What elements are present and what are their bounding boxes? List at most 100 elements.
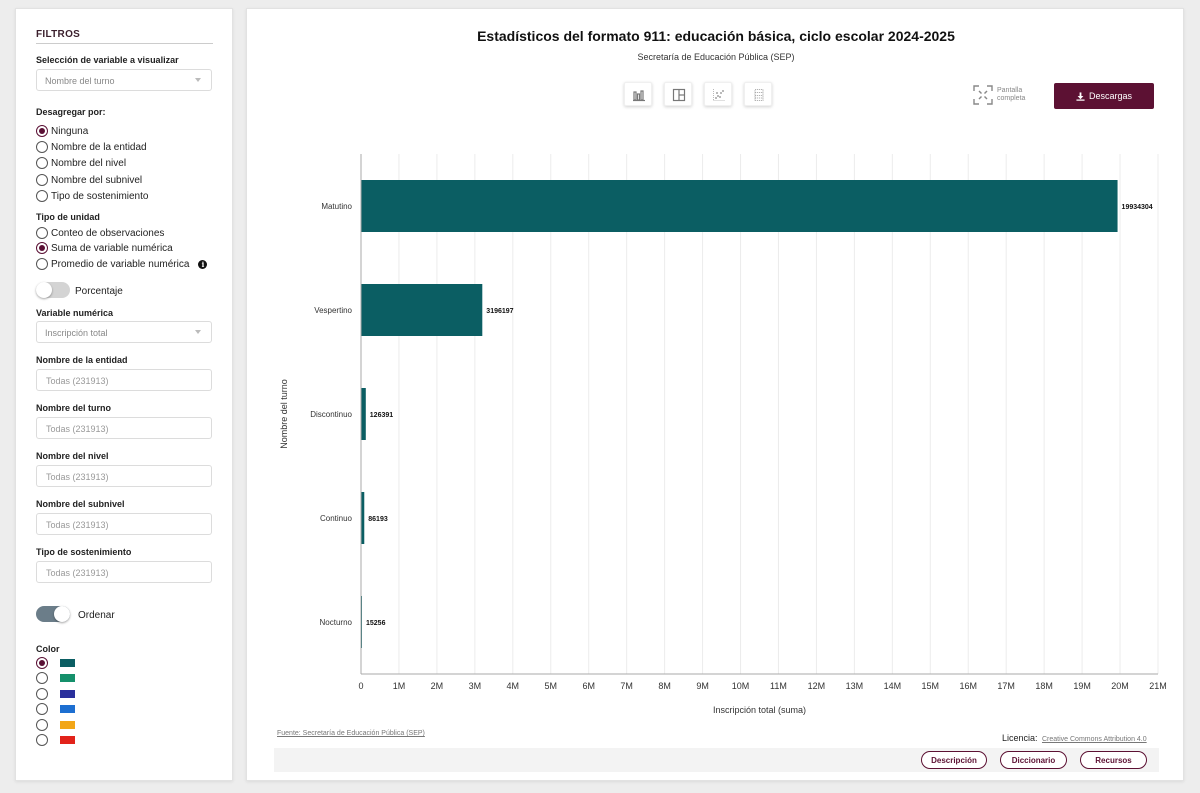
dictionary-button[interactable]: Diccionario [1000, 751, 1067, 769]
radio-conteo[interactable]: Conteo de observaciones [36, 227, 164, 239]
turno-filter-input[interactable]: Todas (231913) [36, 417, 212, 439]
radio-icon [36, 734, 48, 746]
x-tick-label: 13M [846, 681, 864, 691]
x-tick-label: 1M [393, 681, 406, 691]
radio-label: Nombre de la entidad [51, 141, 147, 153]
color-option[interactable] [36, 672, 75, 685]
radio-suma[interactable]: Suma de variable numérica [36, 242, 173, 254]
entidad-filter-label: Nombre de la entidad [36, 355, 128, 365]
info-icon[interactable]: i [198, 259, 208, 269]
radio-promedio[interactable]: Promedio de variable numérica i [36, 258, 208, 270]
y-tick-label: Vespertino [314, 306, 352, 315]
radio-entidad[interactable]: Nombre de la entidad [36, 141, 147, 153]
y-tick-label: Discontinuo [310, 410, 352, 419]
toggle-knob [36, 282, 52, 298]
sostenimiento-filter-input[interactable]: Todas (231913) [36, 561, 212, 583]
numeric-variable-select[interactable]: Inscripción total [36, 321, 212, 343]
radio-sostenimiento[interactable]: Tipo de sostenimiento [36, 190, 148, 202]
radio-icon [36, 672, 48, 685]
fullscreen-icon [973, 85, 993, 105]
x-tick-label: 6M [582, 681, 595, 691]
filters-panel: FILTROS Selección de variable a visualiz… [15, 8, 233, 781]
nivel-filter-input[interactable]: Todas (231913) [36, 465, 212, 487]
radio-ninguna[interactable]: Ninguna [36, 125, 88, 137]
color-swatch [60, 659, 75, 667]
x-tick-label: 5M [545, 681, 558, 691]
download-icon [1076, 91, 1085, 101]
bar-chart-view-button[interactable] [624, 82, 652, 106]
x-tick-label: 14M [884, 681, 902, 691]
radio-label: Promedio de variable numérica [51, 258, 190, 270]
color-option[interactable] [36, 718, 75, 731]
numeric-variable-label: Variable numérica [36, 308, 114, 318]
bar [361, 180, 1118, 232]
radio-icon [36, 190, 48, 202]
radio-label: Ninguna [51, 125, 89, 137]
radio-subnivel[interactable]: Nombre del subnivel [36, 174, 142, 186]
x-tick-label: 16M [959, 681, 977, 691]
x-tick-label: 17M [997, 681, 1015, 691]
percentage-toggle[interactable] [36, 282, 70, 298]
color-option[interactable] [36, 657, 75, 669]
order-toggle[interactable] [36, 606, 70, 622]
x-tick-label: 20M [1111, 681, 1129, 691]
license: Licencia: Creative Commons Attribution 4… [1002, 728, 1147, 746]
x-axis-label: Inscripción total (suma) [713, 705, 806, 715]
radio-icon [36, 157, 48, 169]
bar-value-label: 86193 [368, 516, 388, 523]
radio-label: Tipo de sostenimiento [51, 190, 149, 202]
x-tick-label: 9M [696, 681, 709, 691]
fullscreen-button[interactable]: Pantalla completa [973, 85, 1033, 107]
chart-title: Estadísticos del formato 911: educación … [477, 28, 955, 44]
variable-select[interactable]: Nombre del turno [36, 69, 212, 91]
nivel-filter-label: Nombre del nivel [36, 451, 109, 461]
x-tick-label: 15M [922, 681, 940, 691]
color-swatch [60, 736, 75, 744]
resources-button[interactable]: Recursos [1080, 751, 1147, 769]
radio-selected-icon [36, 657, 48, 669]
fullscreen-label-line1: Pantalla [997, 87, 1023, 94]
x-tick-label: 19M [1073, 681, 1091, 691]
chevron-down-icon [195, 78, 201, 82]
color-option[interactable] [36, 734, 75, 746]
scatter-view-button[interactable] [704, 82, 732, 106]
chevron-down-icon [195, 330, 201, 334]
color-label: Color [36, 644, 60, 654]
y-tick-label: Nocturno [320, 618, 353, 627]
radio-icon [36, 718, 48, 731]
description-button[interactable]: Descripción [921, 751, 987, 769]
source-link[interactable]: Fuente: Secretaría de Educación Pública … [277, 730, 425, 737]
color-option[interactable] [36, 687, 75, 700]
table-view-button[interactable] [744, 82, 772, 106]
y-tick-label: Matutino [321, 202, 352, 211]
disaggregate-label: Desagregar por: [36, 107, 106, 117]
color-swatch [60, 720, 75, 729]
color-swatch [60, 689, 75, 698]
x-tick-label: 12M [808, 681, 826, 691]
x-tick-label: 11M [770, 681, 787, 691]
color-swatch [60, 674, 75, 683]
x-tick-label: 3M [469, 681, 482, 691]
bar-value-label: 126391 [370, 412, 393, 419]
y-tick-label: Continuo [320, 514, 353, 523]
radio-icon [36, 227, 48, 239]
sostenimiento-filter-label: Tipo de sostenimiento [36, 547, 132, 557]
y-axis-label: Nombre del turno [279, 379, 289, 449]
x-tick-label: 21M [1149, 681, 1167, 691]
download-button[interactable]: Descargas [1054, 83, 1154, 109]
radio-label: Nombre del nivel [51, 157, 127, 169]
radio-nivel[interactable]: Nombre del nivel [36, 157, 126, 169]
fullscreen-label: Pantalla completa [997, 87, 1025, 103]
radio-label: Conteo de observaciones [51, 227, 165, 239]
treemap-view-button[interactable] [664, 82, 692, 106]
x-tick-label: 4M [507, 681, 520, 691]
entidad-filter-input[interactable]: Todas (231913) [36, 369, 212, 391]
filters-title: FILTROS [36, 29, 81, 40]
color-option[interactable] [36, 703, 75, 716]
toggle-knob [54, 606, 70, 622]
chart-panel: Estadísticos del formato 911: educación … [246, 8, 1184, 781]
license-link[interactable]: Creative Commons Attribution 4.0 [1041, 736, 1147, 743]
bar-value-label: 15256 [366, 620, 386, 627]
chart-subtitle: Secretaría de Educación Pública (SEP) [637, 52, 795, 62]
subnivel-filter-input[interactable]: Todas (231913) [36, 513, 212, 535]
